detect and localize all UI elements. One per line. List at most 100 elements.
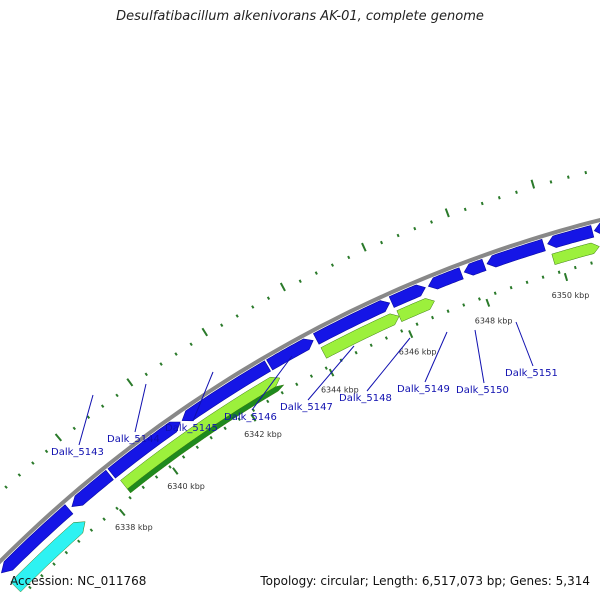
gc-tick — [201, 327, 209, 337]
gc-tick — [174, 352, 178, 356]
forward-gene-arrow — [388, 284, 426, 308]
gc-tick — [235, 314, 239, 318]
inner-tick — [431, 315, 435, 320]
inner-tick — [541, 275, 545, 279]
inner-tick — [168, 465, 172, 469]
gc-tick — [330, 263, 335, 267]
inner-tick — [309, 374, 314, 378]
gc-tick — [189, 342, 193, 347]
scale-tick-label: 6342 kbp — [244, 430, 282, 439]
gc-tick — [463, 207, 467, 212]
inner-tick — [154, 475, 159, 479]
scale-tick-label: 6350 kbp — [552, 291, 590, 300]
inner-tick — [40, 573, 44, 578]
scale-tick — [563, 272, 569, 282]
inner-tick — [223, 426, 227, 431]
gc-tick — [31, 461, 35, 465]
reverse-gene-block — [127, 384, 285, 494]
reverse-strand-genes — [10, 242, 600, 593]
inner-tick — [181, 455, 186, 459]
forward-gene-arrow — [71, 469, 114, 507]
forward-gene-arrow — [107, 421, 181, 479]
gene-label: Dalk_5147 — [280, 402, 333, 413]
gene-labels: Dalk_5143Dalk_5144Dalk_5145Dalk_5146Dalk… — [51, 321, 558, 458]
inner-tick — [400, 329, 404, 333]
gene-leader-line — [251, 355, 293, 411]
gene-leader-line — [192, 371, 214, 422]
accession-text: Accession: NC_011768 — [10, 574, 147, 588]
forward-gene-arrow — [266, 338, 314, 371]
gc-tick — [115, 393, 119, 398]
inner-tick — [477, 297, 481, 301]
gene-leader-line — [134, 383, 147, 433]
inner-tick — [266, 399, 270, 404]
gc-tick — [430, 220, 433, 224]
gene-label: Dalk_5145 — [165, 423, 218, 434]
gc-tick — [126, 378, 134, 387]
gene-label: Dalk_5144 — [107, 434, 160, 445]
inner-tick — [493, 291, 497, 295]
forward-gene-arrow — [427, 267, 464, 290]
gc-tick — [17, 473, 22, 477]
scale-tick-label: 6340 kbp — [167, 482, 205, 491]
inner-tick — [89, 528, 94, 532]
position-scale: 6338 kbp 6340 kbp 6342 kbp 6344 kbp 6346 kbp… — [115, 272, 590, 532]
scale-tick — [250, 413, 257, 422]
inner-tick — [77, 539, 81, 544]
forward-gene-arrow — [486, 238, 546, 268]
gc-tick — [266, 296, 271, 300]
gc-tick — [72, 426, 76, 431]
gc-tick — [396, 233, 400, 238]
inner-tick — [590, 261, 593, 265]
inner-tick — [280, 390, 284, 395]
gc-tick — [413, 226, 417, 231]
gc-tick — [159, 362, 163, 366]
reverse-gene-block — [10, 521, 86, 593]
scale-tick — [118, 508, 126, 517]
gc-tick — [100, 404, 105, 408]
scale-tick-label: 6338 kbp — [115, 523, 153, 532]
gc-tick — [314, 271, 318, 275]
forward-gene-arrow — [547, 225, 595, 248]
genome-summary: Topology: circular; Length: 6,517,073 bp… — [260, 574, 590, 588]
gc-tick — [380, 240, 384, 245]
gene-label: Dalk_5149 — [397, 384, 450, 395]
gene-label: Dalk_5151 — [505, 368, 558, 379]
inner-tick — [209, 435, 213, 440]
inner-tick — [525, 280, 529, 285]
inner-tick — [509, 285, 513, 290]
gc-tick — [584, 170, 588, 175]
inner-tick — [115, 506, 119, 511]
gc-tick — [44, 449, 49, 454]
gc-tick — [347, 255, 351, 260]
map-title: Desulfatibacillum alkenivorans AK-01, co… — [116, 9, 484, 24]
gene-label: Dalk_5148 — [339, 393, 392, 404]
gc-tick — [54, 433, 63, 442]
gc-tick — [4, 485, 8, 489]
inner-tick — [324, 366, 328, 370]
forward-gene-arrow — [463, 258, 487, 276]
inner-tick — [415, 322, 419, 326]
inner-tick — [64, 550, 69, 555]
inner-tick — [354, 350, 358, 355]
gc-tick — [480, 201, 484, 206]
scale-tick-label: 6344 kbp — [321, 385, 359, 394]
gc-content-track — [4, 170, 593, 590]
gene-leader-line — [366, 337, 411, 392]
inner-tick — [369, 343, 373, 348]
gc-tick — [515, 190, 518, 194]
gene-label: Dalk_5150 — [456, 385, 509, 396]
gc-tick — [361, 242, 367, 252]
gc-tick — [298, 279, 302, 284]
reverse-gene-block — [396, 298, 435, 323]
inner-tick — [237, 417, 241, 421]
forward-gene-arrow — [181, 360, 272, 422]
inner-tick — [384, 336, 388, 340]
gc-tick — [497, 196, 501, 200]
inner-tick — [28, 585, 32, 590]
gene-leader-line — [424, 331, 448, 383]
gene-leader-line — [515, 321, 534, 367]
forward-strand-genes — [0, 222, 600, 574]
inner-tick — [52, 562, 56, 566]
